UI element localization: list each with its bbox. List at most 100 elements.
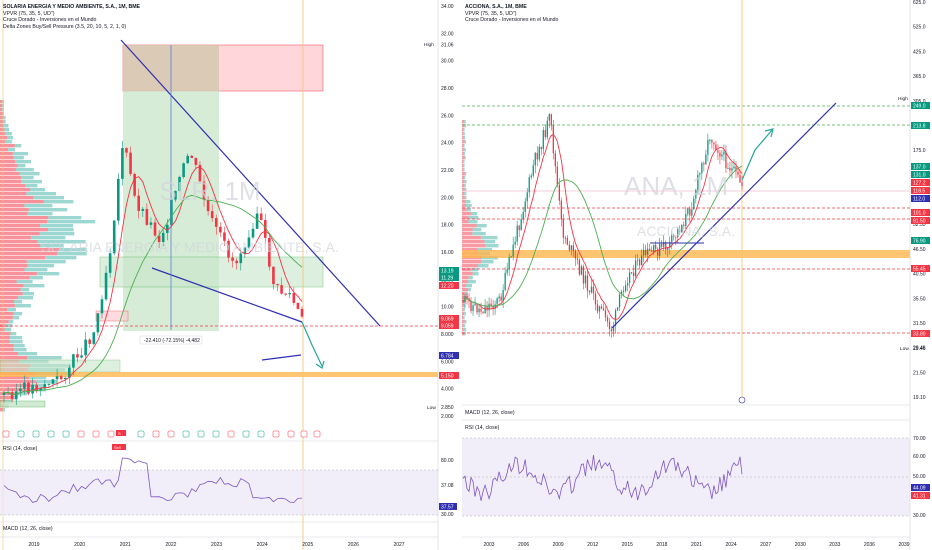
- right-vp-buy-bar: [466, 204, 472, 208]
- left-candle: [121, 148, 124, 179]
- right-vp-sell-bar: [462, 312, 465, 316]
- right-low-badge: 29.46: [913, 346, 926, 352]
- left-vp-buy-bar: [40, 244, 64, 248]
- right-candle: [500, 296, 502, 301]
- right-vp-buy-bar: [470, 212, 478, 216]
- right-trendline: [611, 102, 837, 329]
- right-candle: [645, 249, 647, 255]
- left-candles: [2, 140, 304, 406]
- right-candle: [480, 308, 482, 312]
- left-time-tick: 2026: [348, 542, 359, 548]
- right-watermark-name: ACCIONA, S.A.: [637, 223, 735, 239]
- left-vp-buy-bar: [45, 256, 77, 260]
- left-badge-3b-bg: [439, 322, 459, 329]
- right-candle: [570, 245, 573, 250]
- right-vp-buy-bar: [472, 228, 482, 232]
- right-candle: [540, 146, 542, 150]
- left-vp-sell-bar: [0, 152, 13, 156]
- right-candle: [634, 260, 637, 277]
- right-candle: [642, 249, 645, 256]
- right-vp-sell-bar: [462, 132, 464, 136]
- left-macd-title: MACD (12, 26, close): [3, 526, 53, 532]
- left-vp-sell-bar: [0, 260, 27, 264]
- left-price-tick: 4.000: [441, 387, 454, 393]
- left-price-tick: 2.000: [441, 414, 454, 420]
- left-title: SOLARIA ENERGIA Y MEDIO AMBIENTE, S.A., …: [3, 4, 141, 10]
- left-badge-1b: 11.29: [441, 276, 453, 282]
- right-candle: [608, 321, 611, 329]
- left-vp-buy-bar: [14, 300, 22, 304]
- left-time-tick: 2021: [120, 542, 131, 548]
- left-vp-buy-bar: [14, 304, 31, 308]
- left-rsi-axis-37: 37.08: [441, 483, 454, 489]
- left-vp-sell-bar: [0, 172, 20, 176]
- right-vp-sell-bar: [462, 232, 473, 236]
- left-vp-buy-bar: [25, 184, 38, 188]
- right-time-tick: 2012: [587, 542, 598, 548]
- left-candle: [178, 176, 181, 192]
- left-candle: [117, 178, 120, 221]
- right-vp-buy-bar: [464, 140, 466, 144]
- right-candle: [486, 306, 488, 311]
- right-candle: [632, 272, 635, 277]
- left-vp-sell-bar: [0, 212, 28, 216]
- right-time-axis: 2003 2006 2009 2012 2015 2018 2021 2024 2027 2030…: [483, 542, 909, 548]
- right-vp-sell-bar: [462, 248, 478, 252]
- right-vp-sell-bar: [462, 196, 465, 200]
- left-candle: [100, 299, 104, 314]
- left-vp-sell-bar: [0, 312, 14, 316]
- right-candle: [466, 295, 468, 299]
- left-vp-buy-bar: [7, 136, 14, 140]
- right-badge-3-bg: [911, 209, 930, 216]
- left-vp-sell-bar: [0, 240, 38, 244]
- right-title: ACCIONA, S.A., 1M, BME: [465, 4, 527, 10]
- right-vp-sell-bar: [462, 128, 464, 132]
- left-candle: [239, 253, 243, 264]
- right-candle: [649, 248, 651, 251]
- right-vp-sell-bar: [462, 260, 482, 264]
- left-vp-buy-bar: [43, 200, 74, 204]
- left-vp-buy-bar: [15, 160, 31, 164]
- left-vp-buy-bar: [22, 292, 35, 296]
- right-vp-buy-bar: [463, 308, 465, 312]
- right-candle: [689, 208, 691, 216]
- right-candle: [484, 306, 486, 314]
- left-badge-3-bg: [439, 315, 459, 322]
- left-vp-sell-bar: [0, 104, 2, 108]
- left-rsi-band: [0, 470, 438, 515]
- left-event-badge: [313, 430, 321, 438]
- left-vp-buy-bar: [8, 148, 16, 152]
- right-badge-6-bg: [911, 330, 930, 337]
- right-candle: [737, 171, 739, 175]
- left-vp-buy-bar: [24, 268, 48, 272]
- right-vp-buy-bar: [463, 148, 466, 152]
- left-vp-sell-bar: [0, 356, 28, 360]
- left-vp-buy-bar: [3, 120, 6, 124]
- left-vp-buy-bar: [13, 392, 28, 396]
- left-event-badge: [167, 430, 175, 438]
- left-vp-sell-bar: [0, 156, 14, 160]
- left-vp-sell-bar: [0, 352, 19, 356]
- right-legend-cruce: Cruce Dorado - Inversiones en el Mundo: [465, 17, 559, 23]
- left-candle: [23, 382, 26, 389]
- right-candle: [582, 266, 585, 284]
- left-candle: [223, 232, 226, 241]
- right-vp-buy-bar: [463, 152, 466, 156]
- left-vp-sell-bar: [0, 196, 34, 200]
- right-candle: [685, 214, 687, 227]
- right-vp-sell-bar: [462, 164, 464, 168]
- right-candle: [691, 209, 693, 216]
- right-time-tick: 2009: [553, 542, 564, 548]
- left-candle: [27, 382, 30, 394]
- left-candle: [235, 260, 238, 264]
- right-candle: [638, 259, 641, 266]
- left-legend-delta: Delta Zones Buy/Sell Pressure (3.5, 20, …: [3, 23, 127, 30]
- left-vp-buy-bar: [15, 168, 34, 172]
- right-rsi-badge-2: 41.31: [913, 494, 926, 500]
- left-candle: [227, 240, 230, 258]
- left-vp-sell-bar: [0, 140, 5, 144]
- right-time-tick: 2006: [518, 542, 529, 548]
- left-vp-sell-bar: [0, 148, 9, 152]
- right-candle: [596, 304, 599, 312]
- left-price-tick: 28.00: [441, 86, 454, 92]
